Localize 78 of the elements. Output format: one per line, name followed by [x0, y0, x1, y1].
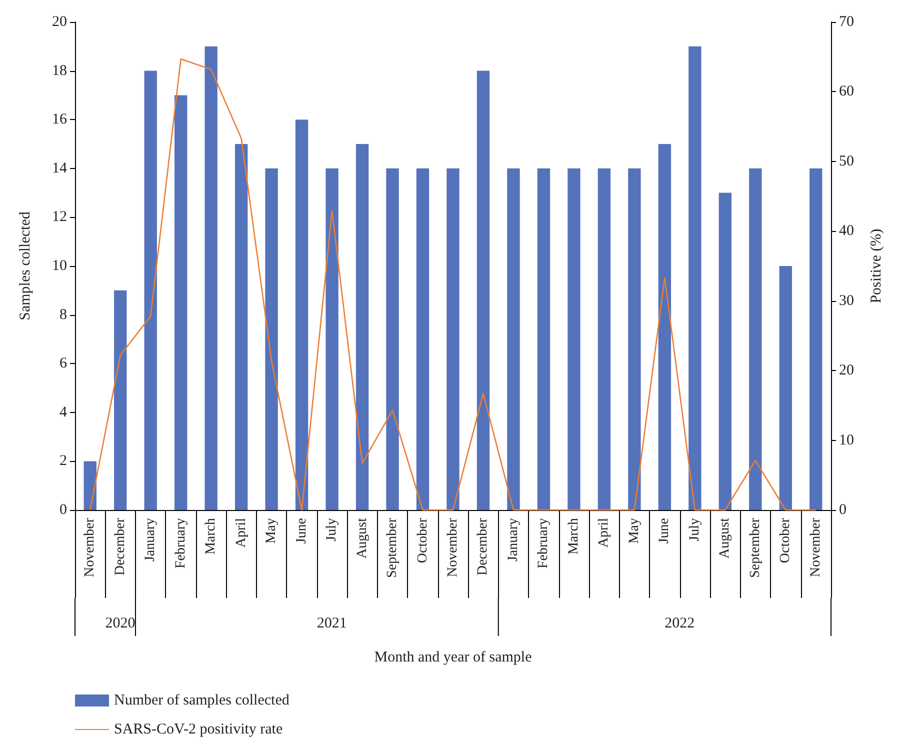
y2-tick-label: 10 — [839, 432, 854, 448]
bar — [416, 168, 430, 510]
x-tick-label: November — [446, 518, 460, 578]
x-tick-label: February — [173, 518, 188, 569]
y-tick-label: 18 — [52, 62, 67, 79]
legend-label: SARS-CoV-2 positivity rate — [114, 722, 283, 738]
bar — [386, 168, 399, 510]
x-tick-label: November — [82, 518, 98, 578]
bar — [144, 70, 157, 510]
bar — [779, 266, 792, 510]
bar — [568, 168, 580, 510]
x-tick-label: February — [536, 518, 552, 569]
y-tick-label: 2 — [60, 453, 67, 470]
bar — [476, 70, 490, 510]
y-tick-label: 8 — [60, 306, 67, 323]
x-tick-label: June — [657, 518, 672, 544]
bar — [688, 46, 702, 510]
x-tick-label: January — [506, 518, 521, 562]
bar — [749, 168, 762, 510]
y-tick-label: 4 — [60, 404, 68, 420]
bar — [265, 168, 278, 510]
x-tick-label: November — [808, 518, 824, 578]
y-tick-label: 0 — [60, 502, 67, 518]
y-tick-label: 14 — [52, 160, 68, 176]
line-series — [89, 58, 817, 511]
text: 2020 — [105, 616, 136, 632]
bar — [718, 192, 732, 510]
y2-axis-title: Positive (%) — [868, 228, 884, 304]
y-tick-label: 16 — [52, 112, 68, 128]
y2-tick-label: 40 — [839, 223, 854, 240]
y2-tick-label: 70 — [839, 14, 854, 30]
y2-tick-label: 50 — [839, 153, 854, 170]
x-tick-label: June — [294, 518, 310, 544]
x-tick-label: May — [264, 518, 280, 544]
y-tick-label: 6 — [60, 356, 68, 372]
bar — [356, 144, 369, 510]
text: 2022 — [664, 616, 695, 632]
y-tick-label: 10 — [52, 258, 67, 274]
bar — [537, 168, 550, 510]
x-tick-label: March — [204, 518, 219, 555]
legend-label: Number of samples collected — [114, 692, 290, 708]
x-tick-label: July — [324, 518, 340, 542]
x-tick-label: December — [476, 518, 491, 576]
x-tick-label: September — [385, 518, 400, 578]
x-tick-label: January — [143, 518, 158, 562]
bar — [628, 168, 641, 510]
bar — [810, 168, 822, 510]
x-tick-label: October — [415, 518, 430, 564]
text: 2021 — [316, 616, 347, 632]
x-tick-label: April — [596, 518, 612, 548]
x-tick-label: July — [687, 518, 702, 542]
x-axis-title: Month and year of sample — [374, 650, 532, 666]
bar — [114, 290, 127, 510]
bar — [658, 144, 672, 510]
bar — [598, 168, 611, 510]
x-tick-label: December — [112, 518, 128, 576]
bar — [234, 144, 248, 510]
x-tick-label: April — [234, 518, 249, 548]
y-axis-title: Samples collected — [18, 211, 34, 320]
bar — [84, 461, 96, 510]
y-tick-label: 20 — [52, 14, 67, 30]
y-tick-label: 12 — [52, 209, 67, 226]
bar — [295, 120, 308, 510]
y2-tick-label: 20 — [839, 362, 854, 379]
x-tick-label: August — [354, 518, 370, 558]
y2-tick-label: 0 — [839, 502, 846, 518]
x-tick-label: May — [626, 518, 642, 544]
x-tick-label: October — [778, 518, 794, 564]
y2-tick-label: 30 — [839, 292, 854, 309]
bar — [326, 168, 338, 510]
bar — [174, 95, 188, 510]
y2-tick-label: 60 — [839, 84, 854, 100]
x-tick-label: March — [566, 518, 582, 555]
bar — [446, 168, 460, 510]
bar — [204, 46, 218, 510]
x-tick-label: September — [748, 518, 763, 578]
bar — [507, 168, 520, 510]
x-tick-label: August — [718, 518, 733, 558]
